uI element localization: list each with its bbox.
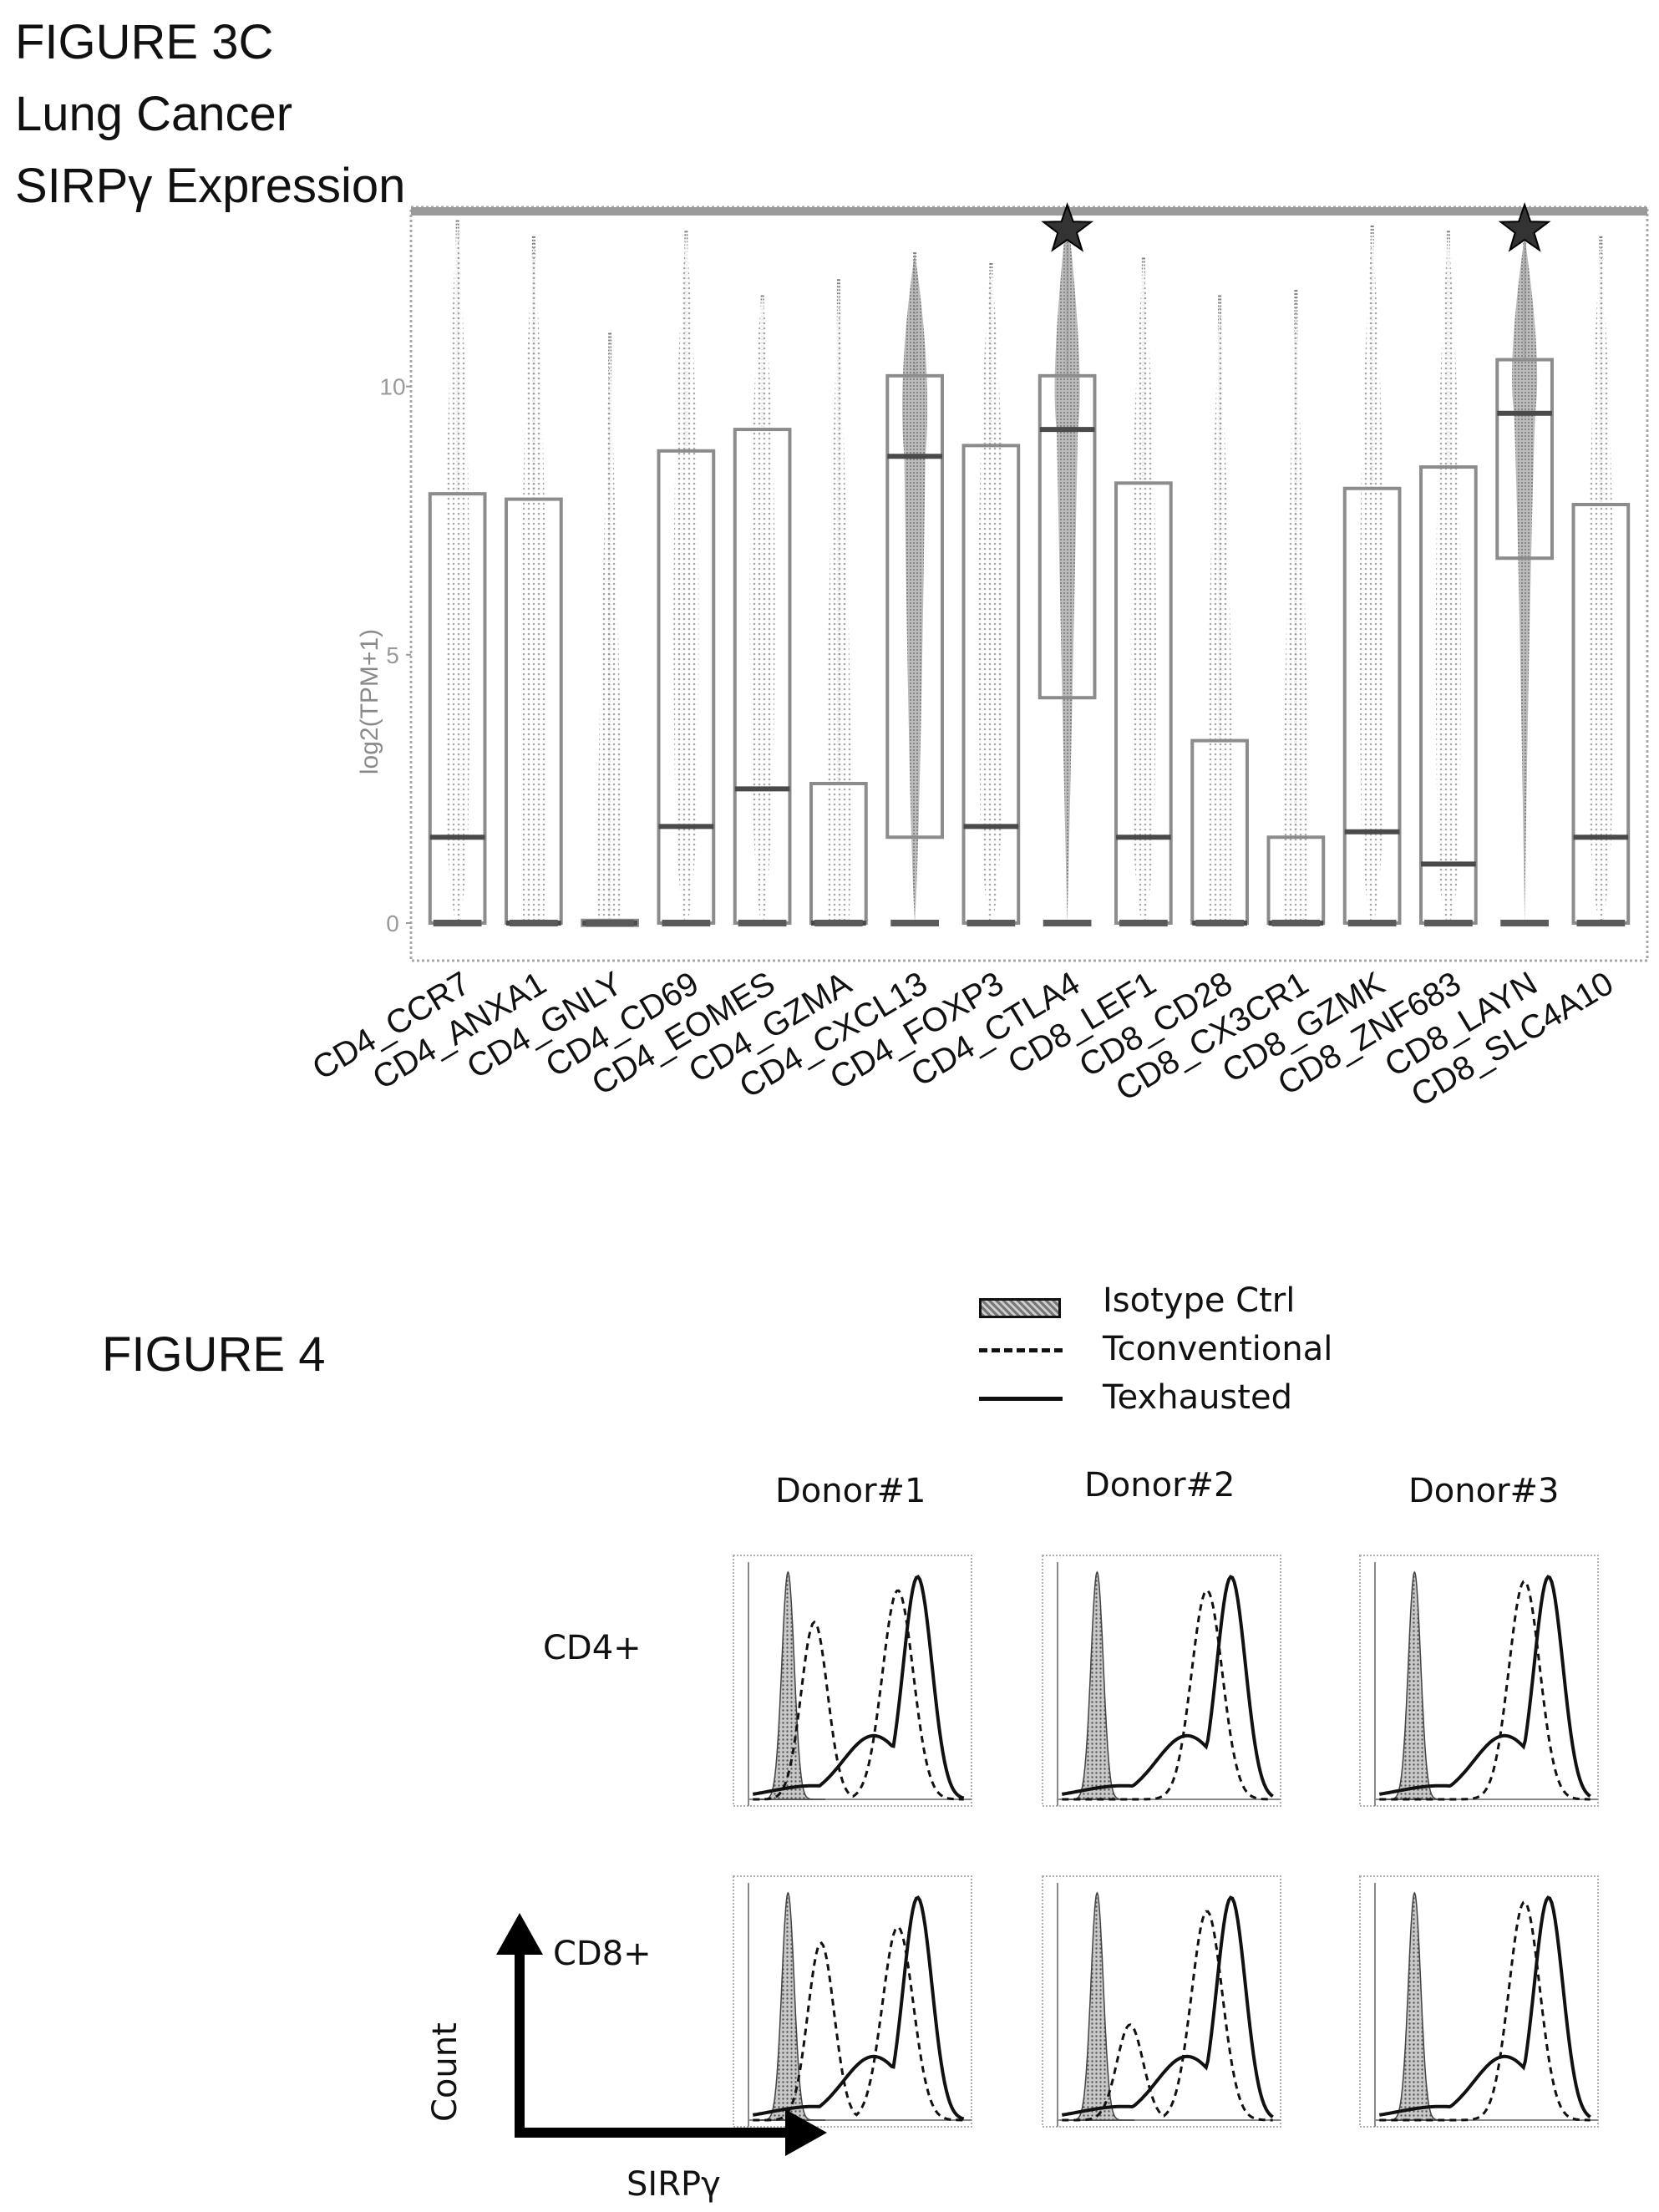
count-axis-label: Count	[426, 2022, 464, 2122]
row-label-cd4: CD4+	[543, 1629, 642, 1667]
tconventional-histogram	[753, 1589, 964, 1801]
donor-3-label: Donor#3	[1408, 1472, 1560, 1510]
star-icon	[1498, 201, 1551, 252]
y-tick-label: 0	[386, 911, 399, 936]
density-violin	[1359, 226, 1385, 923]
texhausted-histogram	[1378, 1575, 1591, 1798]
density-violin	[1588, 236, 1614, 923]
density-violin	[1512, 236, 1538, 923]
panel-frame	[1042, 1875, 1281, 2128]
histogram-panel-donor3-cd8	[1359, 1875, 1599, 2128]
plot-frame	[409, 205, 1649, 962]
legend-label-tconventional: Tconventional	[1103, 1330, 1333, 1368]
density-violin	[1207, 295, 1233, 923]
shaded-swatch-icon	[979, 1298, 1061, 1318]
density-violin	[978, 262, 1004, 923]
figure-3c-title-line-2: Lung Cancer	[15, 87, 293, 141]
density-violin	[902, 252, 928, 924]
texhausted-histogram	[1061, 1575, 1274, 1798]
star-icon	[1041, 201, 1094, 252]
box-cd4_cd69	[657, 231, 716, 926]
box-cd8_gzmk	[1342, 226, 1402, 926]
y-axis-label: log2(TPM+1)	[356, 629, 383, 774]
figure-3c-title: FIGURE 3C Lung Cancer SIRPγ Expression	[15, 7, 405, 222]
tconventional-histogram	[1062, 1910, 1273, 2122]
y-tick-label: 5	[386, 642, 399, 668]
tconventional-histogram	[1379, 1580, 1591, 1801]
texhausted-histogram	[752, 1575, 965, 1800]
axis-arrows	[496, 1913, 827, 2156]
histogram-panel-donor1-cd8	[733, 1875, 972, 2128]
box-cd4_ctla4	[1038, 201, 1097, 926]
donor-1-label: Donor#1	[775, 1472, 926, 1510]
row-label-cd8: CD8+	[553, 1935, 652, 1973]
panel-frame	[1359, 1555, 1599, 1807]
box-cd4_ccr7	[428, 220, 487, 926]
donor-2-label: Donor#2	[1084, 1466, 1235, 1504]
histogram-panel-donor1-cd4	[733, 1555, 972, 1807]
texhausted-histogram	[1378, 1895, 1591, 2118]
box-cd4_gnly	[581, 332, 639, 927]
panel-frame	[733, 1555, 972, 1807]
box-cd8_slc4a10	[1571, 236, 1631, 926]
isotype-histogram	[759, 1891, 826, 2121]
isotype-histogram	[1068, 1570, 1135, 1800]
figure-3c-title-line-1: FIGURE 3C	[15, 15, 274, 69]
box-cd4_gzma	[809, 279, 868, 926]
texhausted-histogram	[752, 1895, 965, 2121]
iqr-box	[885, 373, 944, 840]
histogram-panel-donor3-cd4	[1359, 1555, 1599, 1807]
density-violin	[1435, 231, 1461, 923]
y-tick-label: 10	[379, 374, 405, 400]
panel-frame	[1359, 1875, 1599, 2128]
tconventional-histogram	[1379, 1900, 1591, 2122]
box-cd4_foxp3	[961, 262, 1021, 926]
figure-3c-title-line-3: SIRPγ Expression	[15, 159, 406, 213]
histogram-panel-donor2-cd4	[1042, 1555, 1281, 1807]
count-arrowhead-icon	[496, 1913, 543, 1955]
figure-4-title: FIGURE 4	[102, 1327, 326, 1382]
density-violin	[1054, 209, 1080, 923]
panel-frame	[733, 1875, 972, 2128]
sirp-axis-label: SIRPγ	[627, 2165, 721, 2204]
histogram-panel-donor2-cd8	[1042, 1875, 1281, 2128]
texhausted-histogram	[1061, 1895, 1274, 2118]
box-cd8_cx3cr1	[1266, 290, 1326, 926]
tconventional-histogram	[753, 1925, 964, 2122]
density-violin	[1283, 290, 1309, 924]
plot-top-band	[411, 207, 1647, 216]
iqr-box	[1038, 373, 1097, 700]
box-cd8_cd28	[1190, 295, 1249, 926]
isotype-histogram	[1386, 1891, 1453, 2121]
density-violin	[825, 279, 851, 923]
isotype-histogram	[759, 1570, 826, 1800]
legend-label-texhausted: Texhausted	[1103, 1378, 1292, 1417]
legend-label-isotype: Isotype Ctrl	[1103, 1281, 1296, 1320]
isotype-histogram	[1068, 1891, 1135, 2121]
panel-frame	[1042, 1555, 1281, 1807]
box-cd8_layn	[1495, 201, 1554, 926]
density-violin	[444, 220, 470, 924]
isotype-histogram	[1386, 1570, 1453, 1800]
box-cd4_anxa1	[505, 236, 563, 926]
iqr-box	[1495, 358, 1554, 561]
solid-line-icon	[979, 1397, 1063, 1401]
sirp-arrowhead-icon	[785, 2109, 827, 2156]
dashed-line-icon	[979, 1348, 1063, 1352]
density-violin	[597, 332, 623, 923]
box-cd4_cxcl13	[885, 252, 944, 926]
tconventional-histogram	[1062, 1589, 1273, 1801]
box-cd4_eomes	[733, 295, 792, 926]
density-violin	[749, 295, 775, 923]
density-violin	[520, 236, 546, 923]
density-violin	[673, 231, 699, 923]
box-cd8_lef1	[1114, 257, 1173, 926]
density-violin	[1130, 257, 1156, 923]
box-cd8_znf683	[1419, 231, 1478, 926]
